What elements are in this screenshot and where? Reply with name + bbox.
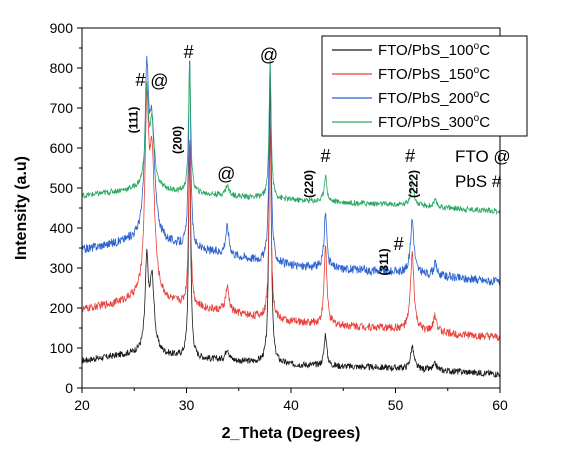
fto-peak-marker: @ xyxy=(217,164,235,184)
legend-label: FTO/PbS_100oC xyxy=(378,41,490,59)
legend-label: FTO/PbS_150oC xyxy=(378,65,490,83)
y-tick-label: 200 xyxy=(50,300,74,316)
legend-label: FTO/PbS_200oC xyxy=(378,89,490,107)
y-tick-label: 900 xyxy=(50,20,74,36)
pbs-peak-marker: # xyxy=(405,146,415,166)
hkl-label: (311) xyxy=(377,248,391,275)
hkl-label: (222) xyxy=(406,170,420,198)
series-group xyxy=(81,55,501,379)
pbs-peak-marker: # xyxy=(394,234,404,254)
series-line-4 xyxy=(81,59,501,215)
series-line-2 xyxy=(81,88,501,342)
y-tick-label: 500 xyxy=(50,180,74,196)
legend-box xyxy=(321,35,528,137)
annotation-group: # @#@@# ##(111)(200)(220)(311)(222) xyxy=(126,42,420,276)
phase-key: FTO @ PbS # xyxy=(455,147,511,191)
pbs-peak-marker: # xyxy=(136,70,146,90)
hkl-label: (200) xyxy=(170,126,184,154)
y-tick-label: 400 xyxy=(50,220,74,236)
x-axis-title: 2_Theta (Degrees) xyxy=(222,425,361,442)
x-tick-label: 20 xyxy=(74,397,90,413)
y-tick-label: 600 xyxy=(50,140,74,156)
y-tick-label: 800 xyxy=(50,60,74,76)
legend: FTO/PbS_100oC FTO/PbS_150oC FTO/PbS_200oC F… xyxy=(321,35,528,137)
fto-peak-marker: @ xyxy=(260,45,278,65)
hkl-label: (111) xyxy=(126,107,140,134)
y-axis-title: Intensity (a.u) xyxy=(13,156,30,260)
x-tick-label: 30 xyxy=(179,397,195,413)
x-tick-label: 50 xyxy=(388,397,404,413)
series-line-1 xyxy=(81,77,501,379)
series-line-3 xyxy=(81,55,501,286)
x-tick-label: 40 xyxy=(283,397,299,413)
pbs-peak-marker: # xyxy=(184,42,194,62)
legend-label: FTO/PbS_300oC xyxy=(378,113,490,131)
phase-key-line: PbS # xyxy=(455,172,502,191)
fto-peak-marker: @ xyxy=(150,71,168,91)
y-tick-label: 0 xyxy=(65,380,73,396)
x-tick-label: 60 xyxy=(492,397,508,413)
y-tick-label: 700 xyxy=(50,100,74,116)
y-tick-label: 100 xyxy=(50,340,74,356)
phase-key-line: FTO @ xyxy=(455,147,511,166)
y-tick-label: 300 xyxy=(50,260,74,276)
pbs-peak-marker: # xyxy=(320,146,330,166)
hkl-label: (220) xyxy=(302,170,316,198)
